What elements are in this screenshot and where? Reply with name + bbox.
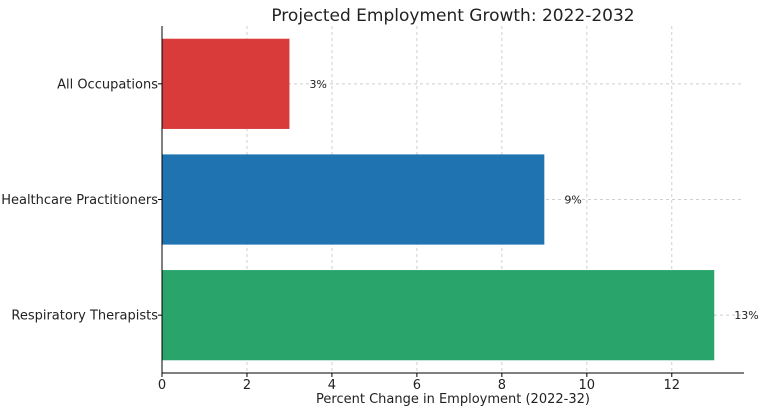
bar-healthcare-practitioners xyxy=(162,154,545,245)
category-label: Respiratory Therapists xyxy=(11,309,158,324)
category-labels: All Occupations Healthcare Practitioners R… xyxy=(1,77,162,324)
x-tick-label: 0 xyxy=(158,378,166,393)
category-label: Healthcare Practitioners xyxy=(1,193,158,208)
bars xyxy=(162,38,715,361)
data-label: 9% xyxy=(564,194,581,207)
category-label: All Occupations xyxy=(57,77,158,92)
x-axis-label: Percent Change in Employment (2022-32) xyxy=(316,392,590,407)
data-label: 13% xyxy=(734,309,758,322)
x-tick-label: 6 xyxy=(413,378,421,393)
x-tick-label: 4 xyxy=(328,378,336,393)
x-tick-label: 2 xyxy=(243,378,251,393)
data-labels: 3% 9% 13% xyxy=(309,78,758,322)
x-tick-labels: 0 2 4 6 8 10 12 xyxy=(158,373,680,393)
x-tick-label: 12 xyxy=(664,378,681,393)
x-tick-label: 10 xyxy=(579,378,596,393)
bar-respiratory-therapists xyxy=(162,270,715,361)
data-label: 3% xyxy=(309,78,326,91)
chart-title: Projected Employment Growth: 2022-2032 xyxy=(271,6,634,26)
x-tick-label: 8 xyxy=(498,378,506,393)
bar-all-occupations xyxy=(162,38,290,129)
